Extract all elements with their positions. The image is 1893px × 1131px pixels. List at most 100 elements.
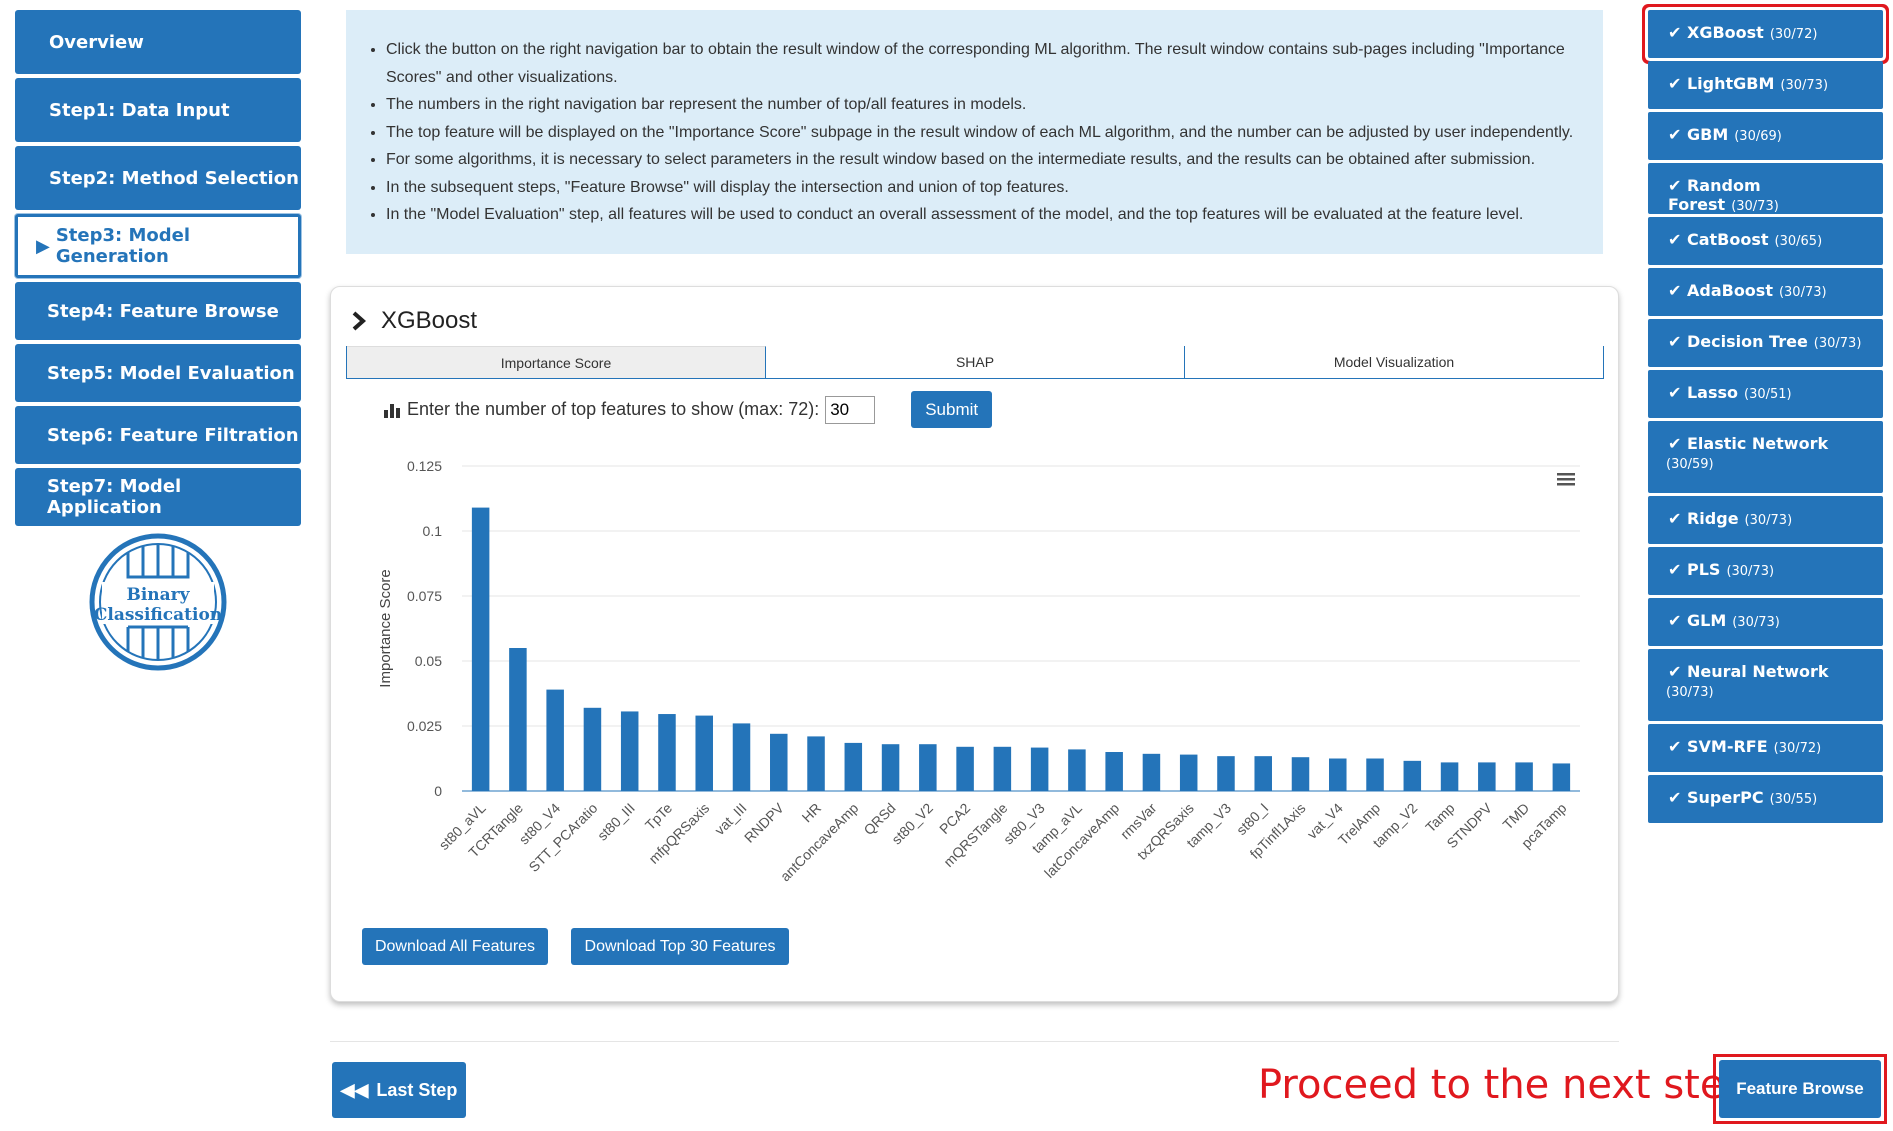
algo-lasso[interactable]: ✔ Lasso (30/51): [1648, 370, 1883, 418]
bar[interactable]: [1179, 754, 1198, 791]
card-title[interactable]: XGBoost: [351, 307, 477, 335]
double-chevron-left-icon: ◀◀: [340, 1079, 369, 1100]
algo-count: (30/73): [1731, 199, 1779, 214]
algo-adaboost[interactable]: ✔ AdaBoost (30/73): [1648, 268, 1883, 316]
bar[interactable]: [807, 736, 825, 791]
nav-step7[interactable]: Step7: Model Application: [15, 468, 301, 526]
bar[interactable]: [583, 707, 602, 791]
nav-step2[interactable]: Step2: Method Selection: [15, 146, 301, 210]
algo-count: (30/73): [1778, 285, 1827, 300]
bar[interactable]: [1515, 762, 1533, 791]
bar[interactable]: [1478, 762, 1496, 791]
algo-count: (30/73): [1666, 685, 1714, 700]
algo-catboost[interactable]: ✔ CatBoost (30/65): [1648, 217, 1883, 265]
bar[interactable]: [1217, 756, 1235, 791]
tab-model-visualization[interactable]: Model Visualization: [1185, 346, 1603, 378]
proceed-annotation: Proceed to the next step: [1258, 1062, 1750, 1108]
algo-name: SuperPC: [1686, 788, 1764, 807]
instruction-item: The top feature will be displayed on the…: [386, 119, 1583, 147]
top-features-form: Enter the number of top features to show…: [383, 391, 993, 428]
nav-step1[interactable]: Step1: Data Input: [15, 78, 301, 142]
bar[interactable]: [1030, 747, 1049, 791]
bar[interactable]: [1440, 762, 1459, 791]
algo-name: AdaBoost: [1686, 281, 1773, 300]
y-tick-label: 0.025: [407, 718, 442, 734]
algo-ridge[interactable]: ✔ Ridge (30/73): [1648, 496, 1883, 544]
bar-chart-icon: [384, 403, 400, 418]
algo-name: SVM-RFE: [1686, 737, 1768, 756]
algo-superpc[interactable]: ✔ SuperPC (30/55): [1648, 775, 1883, 823]
download-all-features-button[interactable]: Download All Features: [362, 928, 548, 965]
check-icon: ✔: [1668, 332, 1682, 351]
algo-name: Elastic Network: [1686, 434, 1829, 453]
algo-name: Neural Network: [1686, 662, 1829, 681]
submit-button[interactable]: Submit: [911, 391, 993, 428]
bar[interactable]: [919, 744, 937, 791]
nav-step5[interactable]: Step5: Model Evaluation: [15, 344, 301, 402]
check-icon: ✔: [1668, 662, 1682, 681]
bar[interactable]: [770, 733, 788, 791]
bar[interactable]: [1105, 752, 1123, 791]
bar[interactable]: [1254, 756, 1272, 791]
algo-elastic-network[interactable]: ✔ Elastic Network (30/59): [1648, 421, 1883, 493]
algo-decision-tree[interactable]: ✔ Decision Tree (30/73): [1648, 319, 1883, 367]
bar[interactable]: [732, 723, 751, 791]
y-axis-label: Importance Score: [377, 569, 394, 687]
instructions-panel: Click the button on the right navigation…: [346, 10, 1603, 254]
bar[interactable]: [546, 689, 564, 791]
algo-svm-rfe[interactable]: ✔ SVM-RFE (30/72): [1648, 724, 1883, 772]
check-icon: ✔: [1668, 230, 1682, 249]
bar[interactable]: [993, 746, 1012, 791]
bar[interactable]: [695, 715, 713, 791]
bar[interactable]: [844, 742, 863, 791]
algo-name: GBM: [1686, 125, 1729, 144]
bar[interactable]: [471, 507, 490, 791]
instruction-item: In the subsequent steps, "Feature Browse…: [386, 174, 1583, 202]
x-tick-label: HR: [799, 800, 825, 826]
algo-neural-network[interactable]: ✔ Neural Network (30/73): [1648, 649, 1883, 721]
x-tick-label: TMD: [1499, 800, 1532, 833]
bar[interactable]: [1329, 758, 1347, 792]
chart-menu-icon[interactable]: [1557, 473, 1575, 486]
nav-step3[interactable]: ▶ Step3: Model Generation: [15, 214, 301, 278]
check-icon: ✔: [1668, 176, 1682, 195]
algo-xgboost[interactable]: ✔ XGBoost (30/72): [1648, 10, 1883, 58]
bar[interactable]: [956, 746, 974, 791]
algo-count: (30/72): [1769, 27, 1818, 42]
y-tick-label: 0.05: [415, 653, 442, 669]
tab-importance-score[interactable]: Importance Score: [347, 346, 766, 378]
bar[interactable]: [1142, 753, 1161, 791]
download-top-features-button[interactable]: Download Top 30 Features: [571, 928, 789, 965]
algo-random-forest[interactable]: ✔ Random Forest (30/73): [1648, 163, 1883, 214]
last-step-button[interactable]: ◀◀ Last Step: [332, 1062, 466, 1118]
tab-shap[interactable]: SHAP: [766, 346, 1185, 378]
bar[interactable]: [1552, 763, 1571, 791]
algo-count: (30/51): [1744, 387, 1792, 402]
nav-overview[interactable]: Overview: [15, 10, 301, 74]
algo-lightgbm[interactable]: ✔ LightGBM (30/73): [1648, 61, 1883, 109]
algo-gbm[interactable]: ✔ GBM (30/69): [1648, 112, 1883, 160]
algo-count: (30/59): [1666, 457, 1714, 472]
bar[interactable]: [620, 711, 639, 791]
bar[interactable]: [1291, 757, 1310, 791]
algo-glm[interactable]: ✔ GLM (30/73): [1648, 598, 1883, 646]
top-features-input[interactable]: [825, 395, 876, 424]
x-tick-label: st80_III: [594, 800, 638, 844]
svg-text:Binary: Binary: [126, 585, 190, 605]
bar[interactable]: [1068, 749, 1086, 791]
bar[interactable]: [509, 648, 527, 791]
result-card: XGBoost Importance Score SHAP Model Visu…: [330, 286, 1619, 1002]
check-icon: ✔: [1668, 23, 1682, 42]
nav-step4[interactable]: Step4: Feature Browse: [15, 282, 301, 340]
bar[interactable]: [881, 744, 900, 791]
bar[interactable]: [1403, 760, 1422, 791]
algo-pls[interactable]: ✔ PLS (30/73): [1648, 547, 1883, 595]
nav-step3-label: Step3: Model Generation: [55, 225, 191, 267]
algo-count: (30/55): [1769, 792, 1818, 807]
algo-name: PLS: [1686, 560, 1721, 579]
bar[interactable]: [658, 714, 676, 791]
bar[interactable]: [1366, 758, 1384, 792]
nav-step6[interactable]: Step6: Feature Filtration: [15, 406, 301, 464]
feature-browse-button[interactable]: Feature Browse: [1719, 1060, 1881, 1118]
algo-count: (30/73): [1732, 615, 1780, 630]
